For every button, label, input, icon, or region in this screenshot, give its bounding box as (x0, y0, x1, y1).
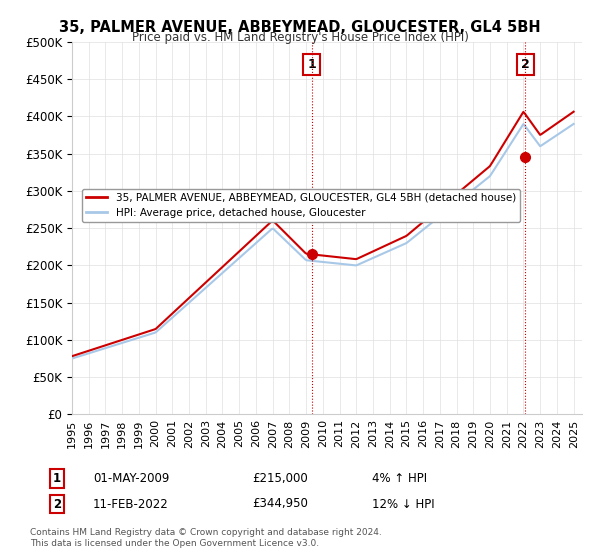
Text: 2: 2 (53, 497, 61, 511)
Text: 01-MAY-2009: 01-MAY-2009 (93, 472, 169, 486)
Text: 35, PALMER AVENUE, ABBEYMEAD, GLOUCESTER, GL4 5BH: 35, PALMER AVENUE, ABBEYMEAD, GLOUCESTER… (59, 20, 541, 35)
Text: Contains HM Land Registry data © Crown copyright and database right 2024.
This d: Contains HM Land Registry data © Crown c… (30, 528, 382, 548)
Text: 12% ↓ HPI: 12% ↓ HPI (372, 497, 434, 511)
Text: Price paid vs. HM Land Registry's House Price Index (HPI): Price paid vs. HM Land Registry's House … (131, 31, 469, 44)
Text: 2: 2 (521, 58, 530, 71)
Legend: 35, PALMER AVENUE, ABBEYMEAD, GLOUCESTER, GL4 5BH (detached house), HPI: Average: 35, PALMER AVENUE, ABBEYMEAD, GLOUCESTER… (82, 189, 520, 222)
Text: 11-FEB-2022: 11-FEB-2022 (93, 497, 169, 511)
Text: 1: 1 (53, 472, 61, 486)
Text: 4% ↑ HPI: 4% ↑ HPI (372, 472, 427, 486)
Text: 1: 1 (307, 58, 316, 71)
Text: £344,950: £344,950 (252, 497, 308, 511)
Text: £215,000: £215,000 (252, 472, 308, 486)
